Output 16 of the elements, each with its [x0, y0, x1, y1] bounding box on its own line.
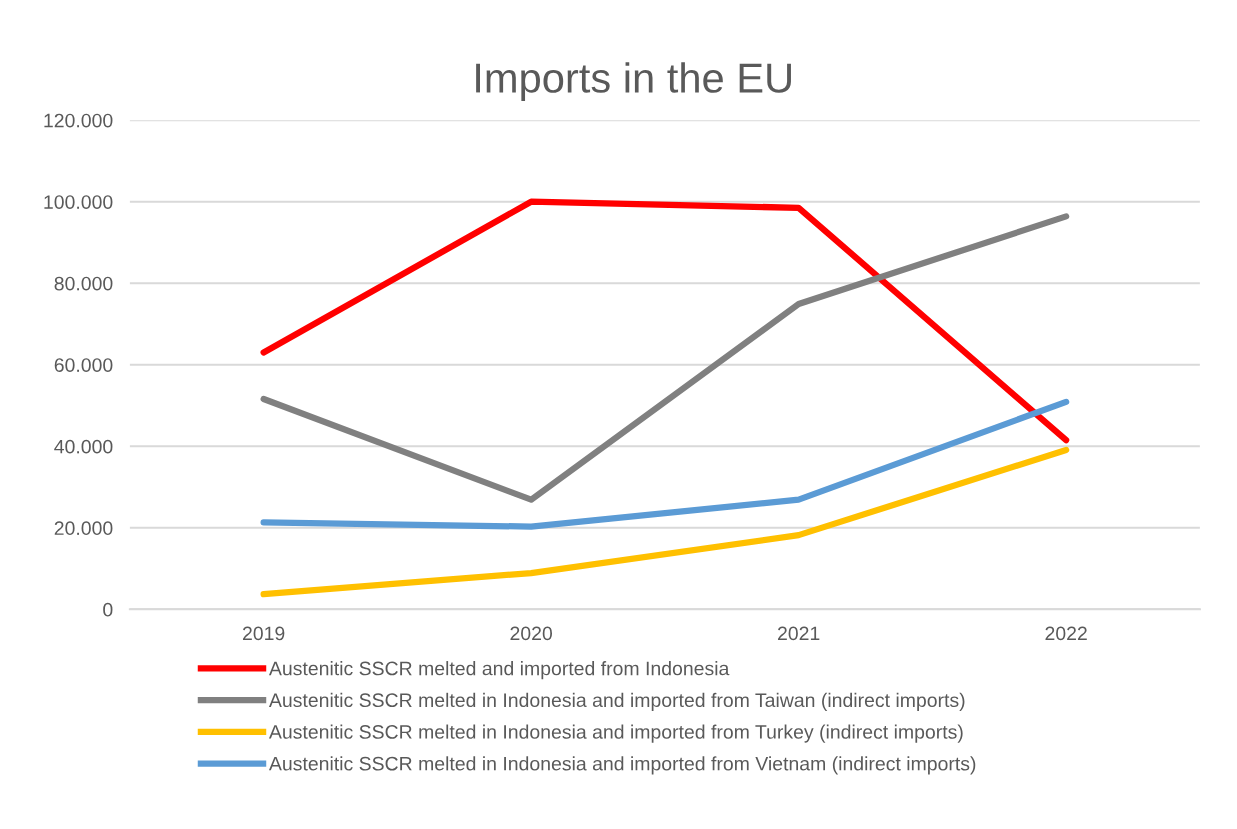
x-tick-label: 2019 [242, 626, 285, 641]
y-tick-label: 120.000 [44, 113, 113, 128]
y-tick-label: 100.000 [44, 195, 113, 209]
y-tick-label: 80.000 [54, 276, 113, 291]
y-tick-label: 0 [103, 602, 113, 617]
x-tick-label: 2020 [510, 626, 553, 641]
legend-label: Austenitic SSCR melted in Indonesia and imported from Vietnam (indirect imports) [268, 756, 976, 775]
y-tick-label: 20.000 [54, 521, 113, 536]
x-tick-label: 2021 [777, 626, 820, 641]
y-tick-label: 40.000 [54, 439, 113, 454]
x-tick-label: 2022 [1045, 626, 1087, 641]
legend-label: Austenitic SSCR melted and imported from Indonesia [268, 661, 730, 680]
y-tick-label: 60.000 [54, 358, 113, 372]
legend-label: Austenitic SSCR melted in Indonesia and imported from Turkey (indirect imports) [268, 724, 963, 743]
chart-title: Imports in the EU [476, 62, 791, 102]
legend-label: Austenitic SSCR melted in Indonesia and imported from Taiwan (indirect imports) [268, 692, 965, 711]
